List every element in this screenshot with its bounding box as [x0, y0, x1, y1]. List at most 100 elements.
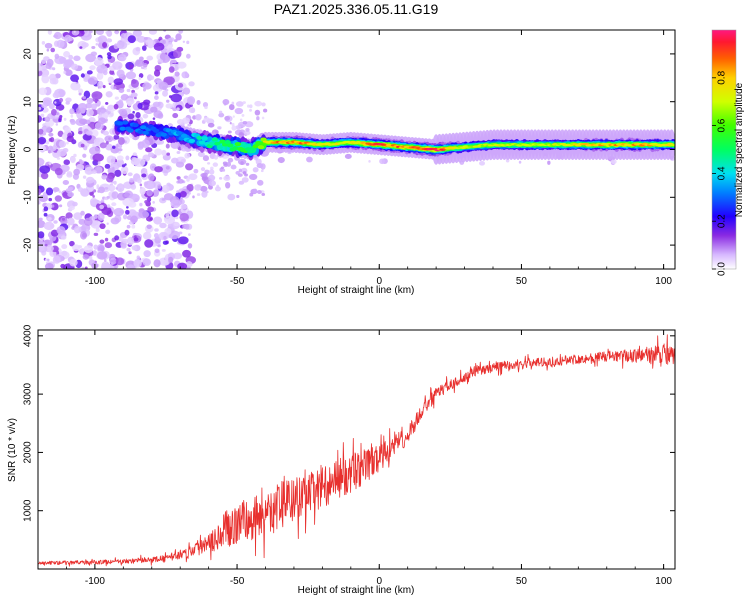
heatmap-noise-blob — [83, 245, 94, 254]
heatmap-noise-blob — [105, 141, 109, 145]
heatmap-noise-blob — [116, 69, 125, 78]
heatmap-noise-blob — [163, 260, 169, 265]
heatmap-noise-blob — [118, 108, 128, 116]
heatmap-noise-blob — [379, 158, 385, 165]
heatmap-noise-blob — [248, 173, 258, 181]
heatmap-noise-blob — [47, 258, 50, 262]
heatmap-noise-blob — [104, 237, 109, 242]
heatmap-noise-blob — [101, 111, 109, 119]
colorbar-gradient — [712, 30, 736, 269]
heatmap-noise-blob — [145, 147, 153, 153]
heatmap-noise-blob — [65, 101, 70, 105]
heatmap-noise-blob — [93, 232, 99, 237]
heatmap-noise-blob — [83, 78, 89, 82]
heatmap-noise-blob — [146, 224, 152, 230]
heatmap-noise-blob — [142, 113, 149, 119]
heatmap-noise-blob — [154, 91, 159, 95]
heatmap-noise-blob — [85, 130, 93, 136]
heatmap-noise-blob — [73, 153, 77, 158]
heatmap-noise-blob — [44, 116, 51, 122]
heatmap-noise-blob — [44, 263, 54, 269]
heatmap-noise-blob — [41, 59, 47, 64]
heatmap-noise-blob — [52, 92, 61, 99]
heatmap-noise-blob — [38, 157, 45, 167]
heatmap-noise-blob — [80, 143, 85, 148]
heatmap-noise-blob — [245, 128, 250, 132]
heatmap-noise-blob — [73, 55, 81, 62]
heatmap-noise-blob — [161, 184, 170, 193]
heatmap-noise-blob — [99, 223, 106, 230]
heatmap-noise-blob — [39, 165, 51, 174]
heatmap-noise-blob — [162, 240, 169, 245]
heatmap-noise-blob — [170, 93, 182, 103]
heatmap-noise-blob — [77, 103, 88, 112]
heatmap-noise-blob — [107, 76, 115, 84]
heatmap-noise-blob — [73, 30, 76, 33]
heatmap-noise-blob — [131, 245, 138, 251]
heatmap-noise-blob — [141, 45, 147, 51]
heatmap-noise-blob — [141, 173, 147, 178]
heatmap-noise-blob — [71, 30, 80, 36]
heatmap-noise-blob — [229, 121, 232, 125]
heatmap-noise-blob — [111, 202, 117, 207]
heatmap-noise-blob — [44, 243, 48, 247]
heatmap-noise-blob — [153, 232, 159, 239]
heatmap-noise-blob — [61, 244, 68, 250]
heatmap-noise-blob — [181, 71, 189, 79]
heatmap-noise-blob — [73, 168, 80, 176]
heatmap-noise-blob — [38, 217, 43, 221]
heatmap-noise-blob — [118, 88, 125, 93]
heatmap-noise-blob — [142, 88, 147, 92]
heatmap-ridge-mark — [227, 143, 234, 148]
heatmap-noise-blob — [146, 216, 154, 222]
x-tick-label: 100 — [655, 276, 672, 287]
heatmap-noise-blob — [196, 193, 201, 197]
heatmap-noise-blob — [42, 97, 53, 106]
x-tick-label: 0 — [376, 276, 382, 287]
heatmap-noise-blob — [176, 151, 181, 154]
heatmap-noise-blob — [94, 57, 104, 66]
heatmap-ridge-mark — [252, 144, 260, 149]
heatmap-ridge-mark — [211, 137, 219, 142]
heatmap-noise-blob — [53, 220, 58, 224]
heatmap-noise-blob — [141, 139, 150, 149]
heatmap-noise-blob — [201, 191, 208, 198]
heatmap-noise-blob — [218, 112, 225, 118]
heatmap-noise-blob — [128, 251, 132, 255]
heatmap-noise-blob — [170, 199, 181, 209]
heatmap-noise-blob — [165, 103, 173, 109]
heatmap-noise-blob — [42, 132, 47, 136]
colorbar-frame — [711, 29, 737, 270]
heatmap-noise-blob — [126, 247, 131, 252]
heatmap-noise-blob — [261, 193, 266, 196]
heatmap-noise-blob — [159, 197, 167, 204]
heatmap-noise-blob — [143, 36, 148, 40]
heatmap-noise-blob — [48, 137, 53, 142]
heatmap-noise-blob — [149, 217, 152, 221]
heatmap-noise-blob — [153, 259, 161, 268]
colorbar-label: Normalized spectral amplitude — [734, 82, 745, 217]
heatmap-noise-blob — [130, 79, 139, 88]
heatmap-noise-blob — [176, 176, 181, 180]
heatmap-noise-blob — [48, 162, 52, 166]
heatmap-noise-blob — [116, 155, 124, 161]
heatmap-noise-blob — [154, 248, 160, 254]
heatmap-noise-blob — [41, 74, 50, 84]
heatmap-ridge-mark — [137, 129, 144, 134]
y-tick-label: -10 — [23, 190, 34, 205]
heatmap-noise-blob — [80, 231, 88, 240]
heatmap-noise-blob — [62, 180, 70, 185]
heatmap-noise-blob — [174, 216, 179, 220]
heatmap-noise-blob — [127, 113, 135, 120]
heatmap-noise-blob — [89, 146, 101, 156]
heatmap-noise-blob — [144, 239, 154, 248]
heatmap-noise-blob — [79, 46, 83, 49]
heatmap-noise-blob — [163, 193, 174, 201]
heatmap-noise-blob — [186, 184, 194, 192]
heatmap-noise-blob — [179, 213, 189, 222]
heatmap-noise-blob — [78, 130, 83, 135]
heatmap-noise-blob — [104, 242, 113, 249]
colorbar-tick-label: 0.2 — [717, 214, 728, 228]
y-tick-label: 20 — [23, 48, 34, 60]
heatmap-noise-blob — [92, 153, 104, 162]
